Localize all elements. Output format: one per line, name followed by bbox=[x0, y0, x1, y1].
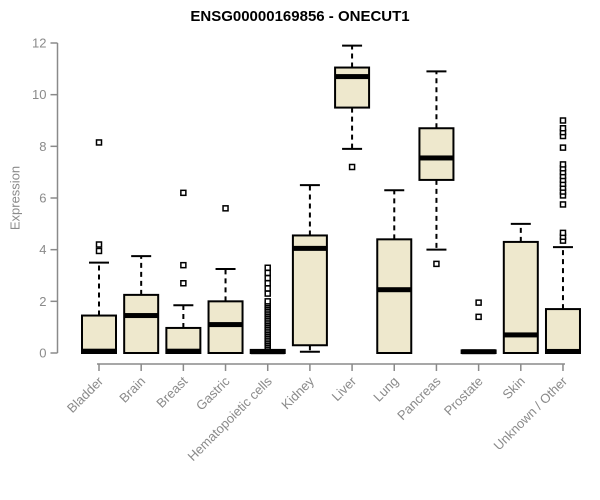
median-line-unknown-other bbox=[545, 348, 580, 354]
outlier-point-bladder bbox=[95, 139, 103, 146]
y-tick-label: 8 bbox=[39, 139, 46, 154]
x-category-label-pancreas: Pancreas bbox=[394, 373, 444, 423]
median-line-bladder bbox=[82, 348, 116, 354]
x-category-label-prostate: Prostate bbox=[441, 374, 486, 419]
outlier-point-bladder bbox=[95, 247, 103, 255]
outlier-point-unknown-other bbox=[559, 201, 567, 208]
outlier-point-hematopoietic-cells bbox=[264, 290, 271, 297]
box-gastric bbox=[207, 300, 244, 355]
outlier-point-pancreas bbox=[433, 260, 440, 268]
x-category-label-breast: Breast bbox=[153, 373, 190, 410]
y-tick-label: 10 bbox=[32, 87, 46, 102]
y-tick-label: 12 bbox=[32, 36, 46, 51]
y-tick-label: 0 bbox=[39, 346, 46, 361]
outlier-point-breast bbox=[180, 261, 187, 269]
box-pancreas bbox=[418, 127, 455, 181]
x-category-label-brain: Brain bbox=[116, 374, 148, 406]
outlier-point-unknown-other bbox=[559, 229, 567, 237]
y-tick-label: 6 bbox=[39, 191, 46, 206]
median-line-skin bbox=[503, 332, 538, 338]
box-brain bbox=[123, 293, 160, 354]
median-line-liver bbox=[335, 74, 370, 80]
outlier-point-unknown-other bbox=[559, 117, 567, 124]
median-line-gastric bbox=[208, 322, 243, 328]
outlier-point-hematopoietic-cells bbox=[264, 280, 271, 287]
chart-title: ENSG00000169856 - ONECUT1 bbox=[190, 8, 410, 25]
outlier-point-breast bbox=[180, 280, 187, 287]
outlier-point-breast bbox=[180, 189, 187, 197]
outlier-point-unknown-other bbox=[559, 144, 567, 151]
x-category-label-skin: Skin bbox=[499, 374, 527, 402]
x-category-label-gastric: Gastric bbox=[193, 373, 233, 413]
box-lung bbox=[376, 238, 413, 354]
x-category-label-unknown-other: Unknown / Other bbox=[491, 373, 571, 453]
outlier-point-hematopoietic-cells bbox=[264, 274, 271, 282]
outlier-point-gastric bbox=[222, 205, 229, 212]
median-line-pancreas bbox=[419, 155, 454, 161]
box-kidney bbox=[291, 234, 328, 347]
outlier-point-hematopoietic-cells bbox=[264, 285, 271, 292]
median-line-breast bbox=[166, 348, 201, 354]
median-line-kidney bbox=[292, 245, 327, 251]
x-category-label-lung: Lung bbox=[370, 374, 401, 405]
y-tick-label: 2 bbox=[39, 294, 46, 309]
outlier-point-prostate bbox=[475, 299, 482, 306]
median-line-brain bbox=[124, 313, 159, 319]
median-line-lung bbox=[377, 287, 412, 293]
outlier-point-hematopoietic-cells bbox=[264, 269, 271, 277]
x-category-label-kidney: Kidney bbox=[278, 373, 317, 412]
outlier-point-hematopoietic-cells bbox=[264, 298, 271, 305]
box-bladder bbox=[81, 314, 117, 354]
outlier-point-prostate bbox=[475, 313, 482, 321]
box-unknown-other bbox=[544, 308, 581, 355]
outlier-point-liver bbox=[348, 163, 356, 171]
outlier-point-unknown-other bbox=[559, 125, 567, 132]
outlier-point-unknown-other bbox=[559, 161, 567, 168]
y-tick-label: 4 bbox=[39, 242, 46, 257]
median-line-prostate bbox=[461, 349, 496, 355]
median-line-hematopoietic-cells bbox=[250, 349, 285, 355]
box-liver bbox=[334, 66, 371, 109]
outlier-point-bladder bbox=[95, 241, 103, 248]
outlier-point-hematopoietic-cells bbox=[264, 264, 271, 271]
x-category-label-liver: Liver bbox=[329, 373, 360, 404]
x-category-label-bladder: Bladder bbox=[64, 373, 107, 416]
